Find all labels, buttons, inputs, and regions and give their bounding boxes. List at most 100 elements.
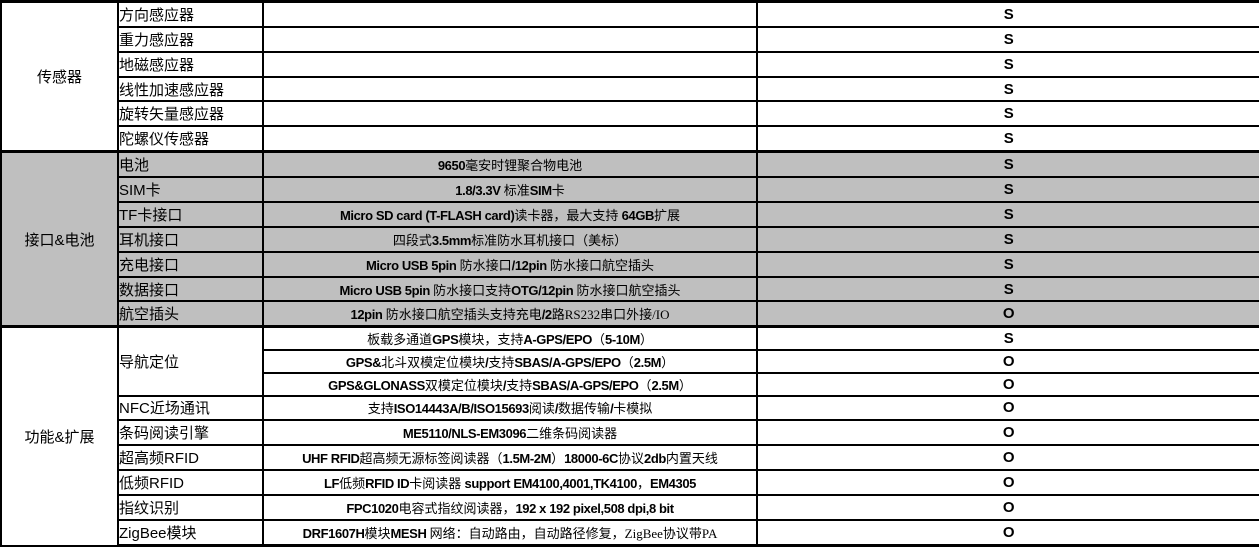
desc-segment: 卡阅读器 xyxy=(409,476,465,492)
flag-cell: O xyxy=(756,444,1259,472)
desc-cell xyxy=(262,0,758,28)
desc-cell: Micro USB 5pin 防水接口/12pin 防水接口航空插头 xyxy=(262,250,758,278)
desc-cell xyxy=(262,75,758,103)
spec-row: 指纹识别 FPC1020电容式指纹阅读器，192 x 192 pixel,508 … xyxy=(1,493,1259,521)
desc-segment: 12pin xyxy=(350,307,386,323)
desc-segment: 防水接口航空插头 xyxy=(576,282,681,298)
spec-row: NFC近场通讯 支持ISO14443A/B/ISO15693阅读/数据传输/卡模拟… xyxy=(1,394,1259,422)
category-cell: 功能&扩展 xyxy=(0,325,119,547)
desc-segment: 四段式 xyxy=(392,232,432,248)
desc-segment: 防水接口航空插头 xyxy=(550,257,655,273)
desc-cell: 9650毫安时锂聚合物电池 xyxy=(262,150,758,179)
flag-cell: O xyxy=(756,394,1259,422)
desc-segment: 超高频无源标签阅读器（ xyxy=(359,451,503,467)
desc-segment: 协议 xyxy=(617,451,644,467)
spec-row: 陀螺仪传感器 S xyxy=(1,125,1259,153)
flag-cell: S xyxy=(756,275,1259,303)
flag-cell: O xyxy=(756,493,1259,521)
desc-segment: UHF RFID xyxy=(302,451,360,467)
desc-cell: GPS&北斗双模定位模块/支持SBAS/A-GPS/EPO（2.5M） xyxy=(262,349,758,374)
desc-segment: 支持 xyxy=(506,377,533,393)
desc-cell: 板载多通道GPS模块，支持A-GPS/EPO（5-10M） xyxy=(262,325,758,352)
item-cell: 导航定位 xyxy=(117,325,264,397)
item-cell: SIM卡 xyxy=(117,176,264,204)
spec-row: GPS&GLONASS双模定位模块/支持SBAS/A-GPS/EPO（2.5M）… xyxy=(1,371,1259,397)
flag-cell: S xyxy=(756,150,1259,179)
desc-segment: OTG/12pin xyxy=(511,282,577,298)
desc-segment: 网络：自动路由，自动路径修复，ZigBee协议带PA xyxy=(429,525,718,541)
item-cell: 陀螺仪传感器 xyxy=(117,125,264,153)
desc-segment: 支持 xyxy=(488,354,515,370)
desc-cell: 四段式3.5mm标准防水耳机接口（美标） xyxy=(262,225,758,253)
desc-segment: Micro USB 5pin xyxy=(365,257,460,273)
desc-segment: MESH xyxy=(390,525,430,541)
flag-cell: O xyxy=(756,469,1259,496)
desc-cell xyxy=(262,125,758,153)
desc-cell: 12pin 防水接口航空插头支持充电/2路RS232串口外接/IO xyxy=(262,300,758,328)
spec-row: 旋转矢量感应器 S xyxy=(1,100,1259,128)
desc-cell: 支持ISO14443A/B/ISO15693阅读/数据传输/卡模拟 xyxy=(262,394,758,422)
desc-segment: ） xyxy=(551,451,565,467)
item-cell: 航空插头 xyxy=(117,300,264,328)
desc-segment: 电容式指纹阅读器， xyxy=(398,500,516,516)
desc-cell: Micro USB 5pin 防水接口支持OTG/12pin 防水接口航空插头 xyxy=(262,275,758,303)
desc-segment: 内置天线 xyxy=(665,451,718,467)
desc-segment: DRF1607H xyxy=(302,525,365,541)
spec-row: 功能&扩展 导航定位 板载多通道GPS模块，支持A-GPS/EPO（5-10M） S xyxy=(0,325,1259,547)
spec-row: GPS&北斗双模定位模块/支持SBAS/A-GPS/EPO（2.5M） O xyxy=(1,349,1259,374)
spec-row: 接口&电池 电池 9650毫安时锂聚合物电池 S xyxy=(0,150,1259,328)
desc-segment: 双模定位模块 xyxy=(424,377,503,393)
desc-segment: 标准 xyxy=(503,183,530,199)
desc-segment: 数据传输 xyxy=(558,401,611,417)
flag-cell: S xyxy=(756,75,1259,103)
item-cell: 旋转矢量感应器 xyxy=(117,100,264,128)
desc-segment: 毫安时锂聚合物电池 xyxy=(465,158,583,174)
spec-row: 传感器 方向感应器 S xyxy=(0,0,1259,153)
desc-segment: 64GB xyxy=(621,207,655,223)
desc-segment: SIM xyxy=(529,183,552,199)
spec-row: 航空插头 12pin 防水接口航空插头支持充电/2路RS232串口外接/IO O xyxy=(1,300,1259,328)
desc-segment: ISO14443A/B/ISO15693 xyxy=(393,401,529,417)
desc-segment: 18000-6C xyxy=(564,451,618,467)
flag-cell: S xyxy=(756,25,1259,53)
desc-segment: /2 xyxy=(541,307,552,323)
desc-segment: /12pin xyxy=(511,257,551,273)
desc-segment: 卡 xyxy=(551,183,565,199)
desc-segment: 卡模拟 xyxy=(613,401,653,417)
desc-segment: 2.5M xyxy=(651,377,680,393)
desc-cell xyxy=(262,100,758,128)
spec-row: ZigBee模块 DRF1607H模块MESH 网络：自动路由，自动路径修复，Zi… xyxy=(1,518,1259,547)
spec-row: 地磁感应器 S xyxy=(1,50,1259,78)
desc-segment: GPS xyxy=(432,332,459,348)
desc-segment: EM4305 xyxy=(649,476,696,492)
item-cell: 超高频RFID xyxy=(117,444,264,472)
spec-row: 超高频RFID UHF RFID超高频无源标签阅读器（1.5M-2M）18000-… xyxy=(1,444,1259,472)
desc-segment: 防水接口支持 xyxy=(433,282,512,298)
item-cell: NFC近场通讯 xyxy=(117,394,264,422)
flag-cell: O xyxy=(756,371,1259,397)
desc-segment: 防水接口航空插头支持充电 xyxy=(385,307,542,323)
item-cell: 电池 xyxy=(117,150,264,179)
desc-segment: 标准防水耳机接口（美标） xyxy=(471,232,628,248)
desc-segment: 板载多通道 xyxy=(367,332,433,348)
desc-segment: 支持 xyxy=(367,401,394,417)
desc-cell xyxy=(262,50,758,78)
desc-cell: LF低频RFID ID卡阅读器 support EM4100,4001,TK41… xyxy=(262,469,758,496)
flag-cell: O xyxy=(756,419,1259,447)
flag-cell: O xyxy=(756,518,1259,547)
desc-segment: GPS&GLONASS xyxy=(328,377,425,393)
spec-row: 充电接口 Micro USB 5pin 防水接口/12pin 防水接口航空插头 S xyxy=(1,250,1259,278)
desc-segment: 1.8/3.3V xyxy=(455,183,504,199)
item-cell: 数据接口 xyxy=(117,275,264,303)
desc-segment: 9650 xyxy=(437,158,466,174)
desc-segment: 阅读 xyxy=(528,401,555,417)
desc-cell: 1.8/3.3V 标准SIM卡 xyxy=(262,176,758,204)
desc-segment: 低频 xyxy=(339,476,366,492)
desc-cell: Micro SD card (T-FLASH card)读卡器，最大支持 64G… xyxy=(262,201,758,228)
desc-segment: 扩展 xyxy=(654,207,681,223)
desc-segment: support EM4100,4001,TK4100 xyxy=(464,476,638,492)
desc-segment: SBAS/A-GPS/EPO xyxy=(532,377,639,393)
item-cell: 地磁感应器 xyxy=(117,50,264,78)
